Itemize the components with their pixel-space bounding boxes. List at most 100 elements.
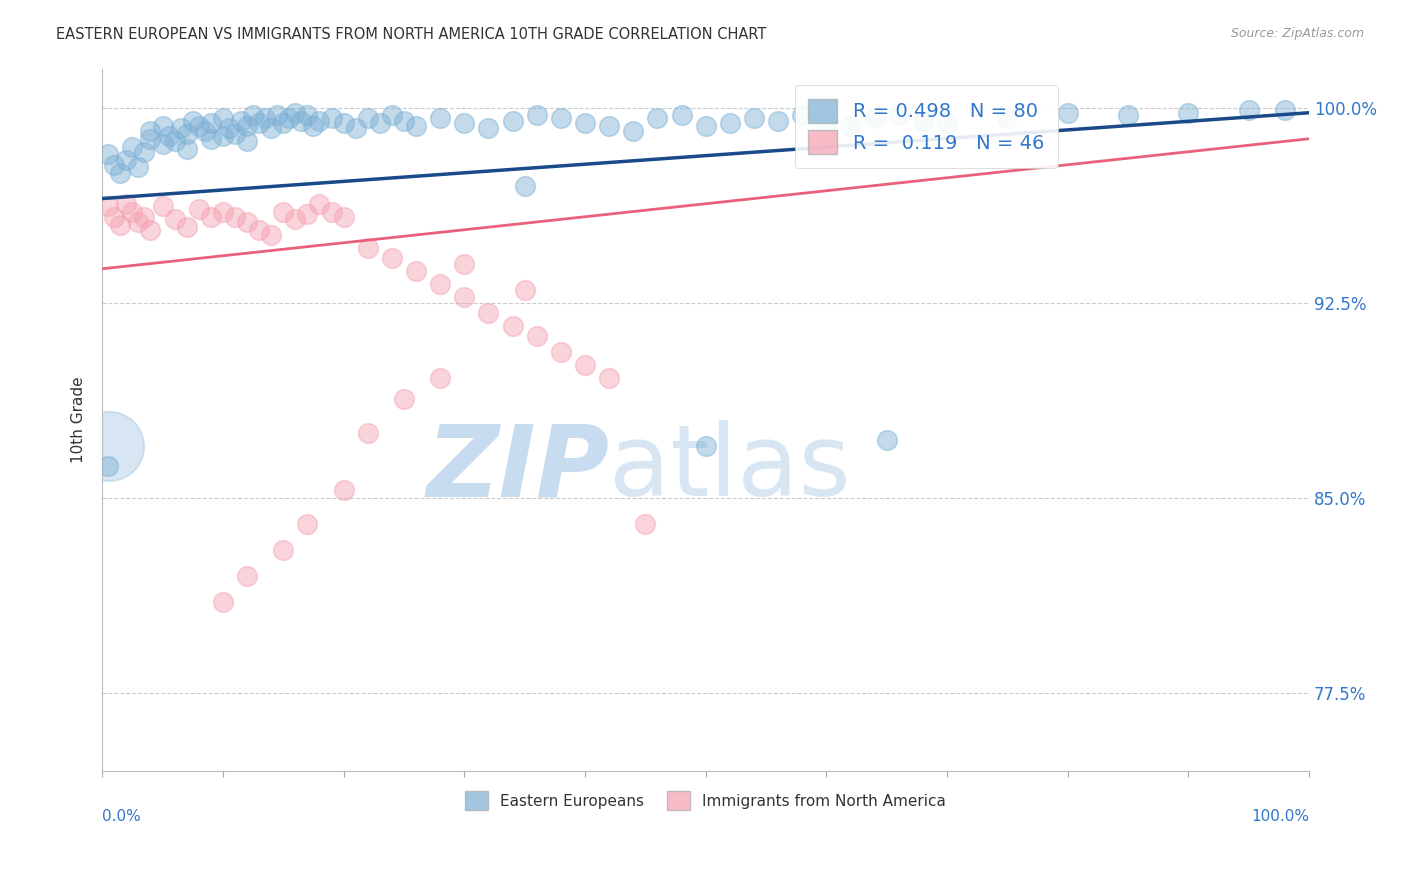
Point (453, 290, 475, 304)
Point (815, 116, 838, 130)
Point (103, 210, 125, 224)
Point (218, 121, 240, 136)
Point (332, 210, 354, 224)
Point (121, 139, 143, 153)
Point (229, 113, 252, 128)
Point (260, 121, 283, 136)
Point (200, 116, 222, 130)
Point (236, 568, 259, 582)
Point (103, 158, 125, 172)
Point (236, 215, 259, 229)
Point (621, 124, 644, 138)
Point (718, 116, 741, 130)
Point (187, 202, 209, 216)
Point (134, 210, 156, 224)
Y-axis label: 10th Grade: 10th Grade (72, 376, 86, 463)
Point (839, 119, 862, 133)
Point (477, 306, 499, 320)
Point (278, 111, 301, 125)
Point (212, 111, 235, 125)
Point (671, 108, 693, 122)
Point (742, 111, 765, 125)
Text: ZIP: ZIP (426, 420, 609, 517)
Point (139, 132, 162, 146)
Point (152, 136, 174, 151)
Legend: Eastern Europeans, Immigrants from North America: Eastern Europeans, Immigrants from North… (456, 782, 955, 819)
Point (212, 595, 235, 609)
Point (200, 210, 222, 224)
Point (271, 542, 294, 557)
Point (224, 127, 246, 141)
Point (163, 212, 186, 227)
Point (139, 223, 162, 237)
Point (163, 134, 186, 148)
Point (357, 425, 380, 440)
Point (169, 121, 191, 136)
Point (271, 204, 294, 219)
Point (308, 113, 330, 128)
Point (792, 108, 814, 122)
Point (321, 204, 343, 219)
Point (302, 119, 325, 133)
Point (284, 105, 307, 120)
Point (502, 318, 524, 333)
Text: 0.0%: 0.0% (103, 809, 141, 824)
Point (695, 439, 717, 453)
Point (110, 218, 132, 232)
Point (429, 277, 451, 292)
Point (550, 111, 572, 125)
Point (453, 116, 475, 130)
Point (236, 134, 259, 148)
Point (550, 345, 572, 359)
Point (995, 111, 1018, 125)
Point (260, 227, 283, 242)
Point (176, 220, 198, 235)
Point (134, 145, 156, 159)
Point (321, 111, 343, 125)
Point (152, 119, 174, 133)
Point (121, 204, 143, 219)
Point (634, 516, 657, 531)
Point (97, 147, 120, 161)
Point (876, 434, 898, 448)
Point (212, 204, 235, 219)
Point (139, 124, 162, 138)
Point (368, 116, 391, 130)
Point (429, 371, 451, 385)
Point (297, 516, 319, 531)
Point (598, 119, 620, 133)
Text: 100.0%: 100.0% (1251, 809, 1309, 824)
Point (200, 132, 222, 146)
Point (187, 119, 209, 133)
Text: EASTERN EUROPEAN VS IMMIGRANTS FROM NORTH AMERICA 10TH GRADE CORRELATION CHART: EASTERN EUROPEAN VS IMMIGRANTS FROM NORT… (56, 27, 766, 42)
Point (224, 210, 246, 224)
Point (332, 483, 354, 497)
Point (429, 111, 451, 125)
Point (194, 124, 217, 138)
Point (357, 111, 380, 125)
Point (236, 119, 259, 133)
Point (405, 264, 427, 278)
Point (115, 153, 138, 167)
Point (308, 196, 330, 211)
Point (405, 119, 427, 133)
Point (344, 121, 367, 136)
Point (863, 111, 886, 125)
Point (453, 256, 475, 270)
Point (936, 116, 959, 130)
Point (247, 116, 270, 130)
Point (887, 108, 910, 122)
Point (152, 199, 174, 213)
Point (1116, 108, 1139, 122)
Point (574, 358, 596, 372)
Point (1237, 103, 1260, 117)
Point (598, 371, 620, 385)
Point (98, 439, 121, 453)
Point (297, 108, 319, 122)
Point (115, 196, 138, 211)
Point (127, 161, 149, 175)
Point (381, 252, 404, 266)
Point (332, 116, 354, 130)
Point (1056, 105, 1078, 120)
Text: atlas: atlas (609, 420, 851, 517)
